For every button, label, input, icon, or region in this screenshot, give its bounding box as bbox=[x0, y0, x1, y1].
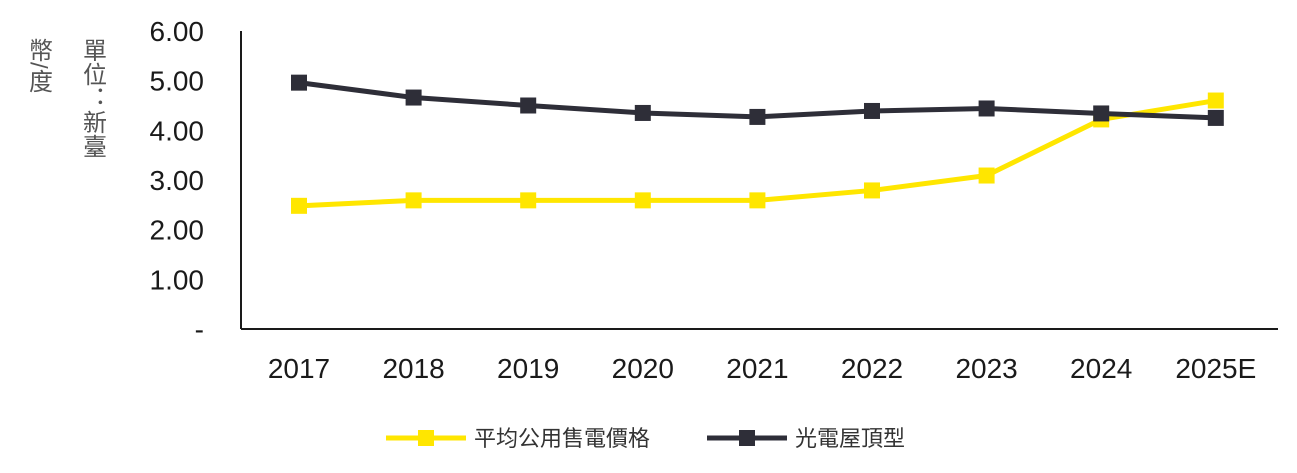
y-tick-label: 2.00 bbox=[150, 215, 205, 246]
data-point bbox=[978, 167, 995, 184]
data-point bbox=[520, 192, 537, 209]
data-point bbox=[1093, 105, 1110, 122]
y-axis-label-line: 幣/度 bbox=[25, 38, 53, 93]
series-2 bbox=[291, 74, 1224, 126]
x-tick-label: 2024 bbox=[1070, 353, 1132, 384]
legend-label: 光電屋頂型 bbox=[795, 426, 905, 451]
x-tick-label: 2022 bbox=[841, 353, 903, 384]
legend: 平均公用售電價格 光電屋頂型 bbox=[386, 426, 905, 451]
legend-entry: 光電屋頂型 bbox=[707, 426, 905, 451]
data-point bbox=[749, 108, 766, 125]
data-point bbox=[291, 197, 307, 214]
data-point bbox=[291, 74, 307, 91]
x-tick-label: 2025E bbox=[1175, 353, 1256, 384]
legend-label: 平均公用售電價格 bbox=[474, 426, 650, 451]
x-tick-label: 2020 bbox=[612, 353, 674, 384]
y-axis-label: 單位：新臺幣/度 bbox=[25, 38, 107, 158]
data-point bbox=[405, 192, 422, 209]
y-tick-label: 3.00 bbox=[150, 165, 205, 196]
x-tick-label: 2019 bbox=[497, 353, 559, 384]
axes bbox=[240, 31, 1278, 330]
legend-swatch-marker bbox=[739, 430, 755, 446]
x-tick-label: 2023 bbox=[955, 353, 1017, 384]
y-tick-label: 5.00 bbox=[150, 66, 205, 97]
legend-swatch-marker bbox=[418, 430, 434, 446]
y-tick-label: - bbox=[195, 314, 204, 345]
data-point bbox=[1207, 109, 1224, 126]
data-point bbox=[405, 89, 422, 106]
y-tick-label: 4.00 bbox=[150, 115, 205, 146]
data-point bbox=[520, 97, 537, 114]
data-point bbox=[634, 104, 651, 121]
x-tick-label: 2017 bbox=[268, 353, 330, 384]
y-tick-label: 6.00 bbox=[150, 16, 205, 47]
legend-entry: 平均公用售電價格 bbox=[386, 426, 650, 451]
data-point bbox=[634, 192, 651, 209]
x-tick-label: 2018 bbox=[382, 353, 444, 384]
x-tick-label: 2021 bbox=[726, 353, 788, 384]
series-1 bbox=[291, 92, 1224, 214]
y-axis-ticks: - 1.00 2.00 3.00 4.00 5.00 6.00 bbox=[150, 16, 205, 345]
data-point bbox=[978, 100, 995, 117]
y-tick-label: 1.00 bbox=[150, 264, 205, 295]
x-axis-ticks: 2017 2018 2019 2020 2021 2022 2023 2024 2025E bbox=[268, 353, 1256, 384]
y-axis-label-line: 單位：新臺 bbox=[79, 38, 107, 158]
data-point bbox=[864, 102, 880, 119]
data-point bbox=[864, 182, 880, 199]
series bbox=[291, 74, 1224, 214]
data-point bbox=[1207, 92, 1224, 109]
data-point bbox=[749, 192, 766, 209]
